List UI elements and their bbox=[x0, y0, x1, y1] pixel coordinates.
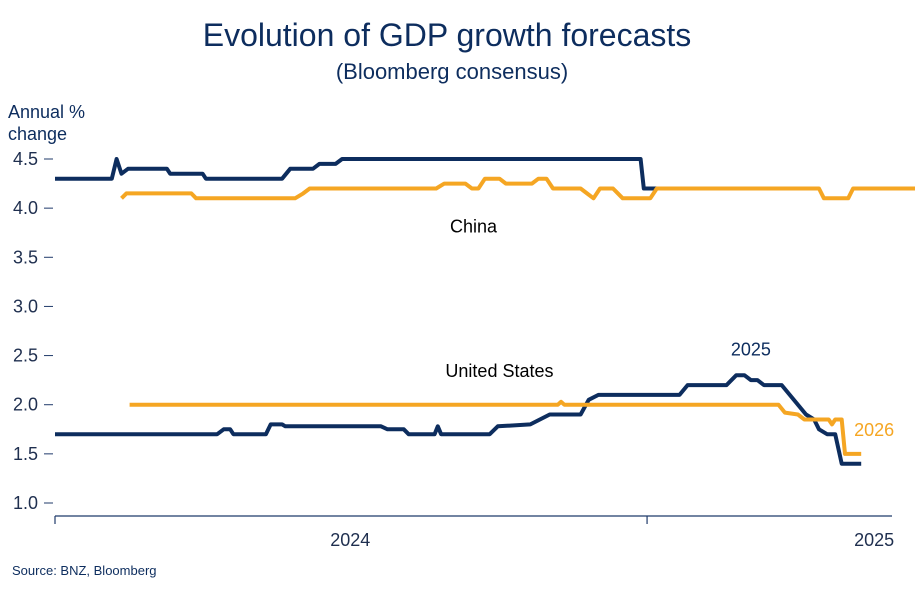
y-axis-label-line1: Annual % bbox=[8, 102, 85, 122]
y-tick-label: 2.5 bbox=[13, 346, 38, 366]
series-line-2025 bbox=[55, 157, 673, 191]
x-axis: 2024 2025 bbox=[54, 516, 894, 550]
x-tick-label: 2024 bbox=[330, 530, 370, 550]
series-line-2025 bbox=[55, 373, 862, 466]
y-tick-label: 1.5 bbox=[13, 444, 38, 464]
chart-title: Evolution of GDP growth forecasts bbox=[203, 17, 692, 53]
chart-subtitle: (Bloomberg consensus) bbox=[336, 59, 568, 84]
series-group bbox=[55, 157, 915, 466]
annotation-label: 2026 bbox=[854, 420, 894, 440]
y-tick-label: 2.0 bbox=[13, 395, 38, 415]
y-axis-label-line2: change bbox=[8, 124, 67, 144]
annotation-label: 2025 bbox=[731, 340, 771, 360]
y-tick-label: 1.0 bbox=[13, 493, 38, 513]
annotation-group: China United States 2025 2026 bbox=[445, 217, 894, 440]
series-line-2026 bbox=[129, 399, 862, 456]
source-note: Source: BNZ, Bloomberg bbox=[12, 563, 157, 578]
y-axis: 1.0 1.5 2.0 2.5 3.0 3.5 4.0 4.5 bbox=[13, 149, 53, 513]
annotation-label: China bbox=[450, 217, 498, 237]
series-line-2026 bbox=[120, 176, 915, 201]
y-tick-label: 3.0 bbox=[13, 296, 38, 316]
x-tick-label: 2025 bbox=[854, 530, 894, 550]
y-tick-label: 4.0 bbox=[13, 198, 38, 218]
y-tick-label: 3.5 bbox=[13, 247, 38, 267]
annotation-label: United States bbox=[445, 361, 553, 381]
y-tick-label: 4.5 bbox=[13, 149, 38, 169]
